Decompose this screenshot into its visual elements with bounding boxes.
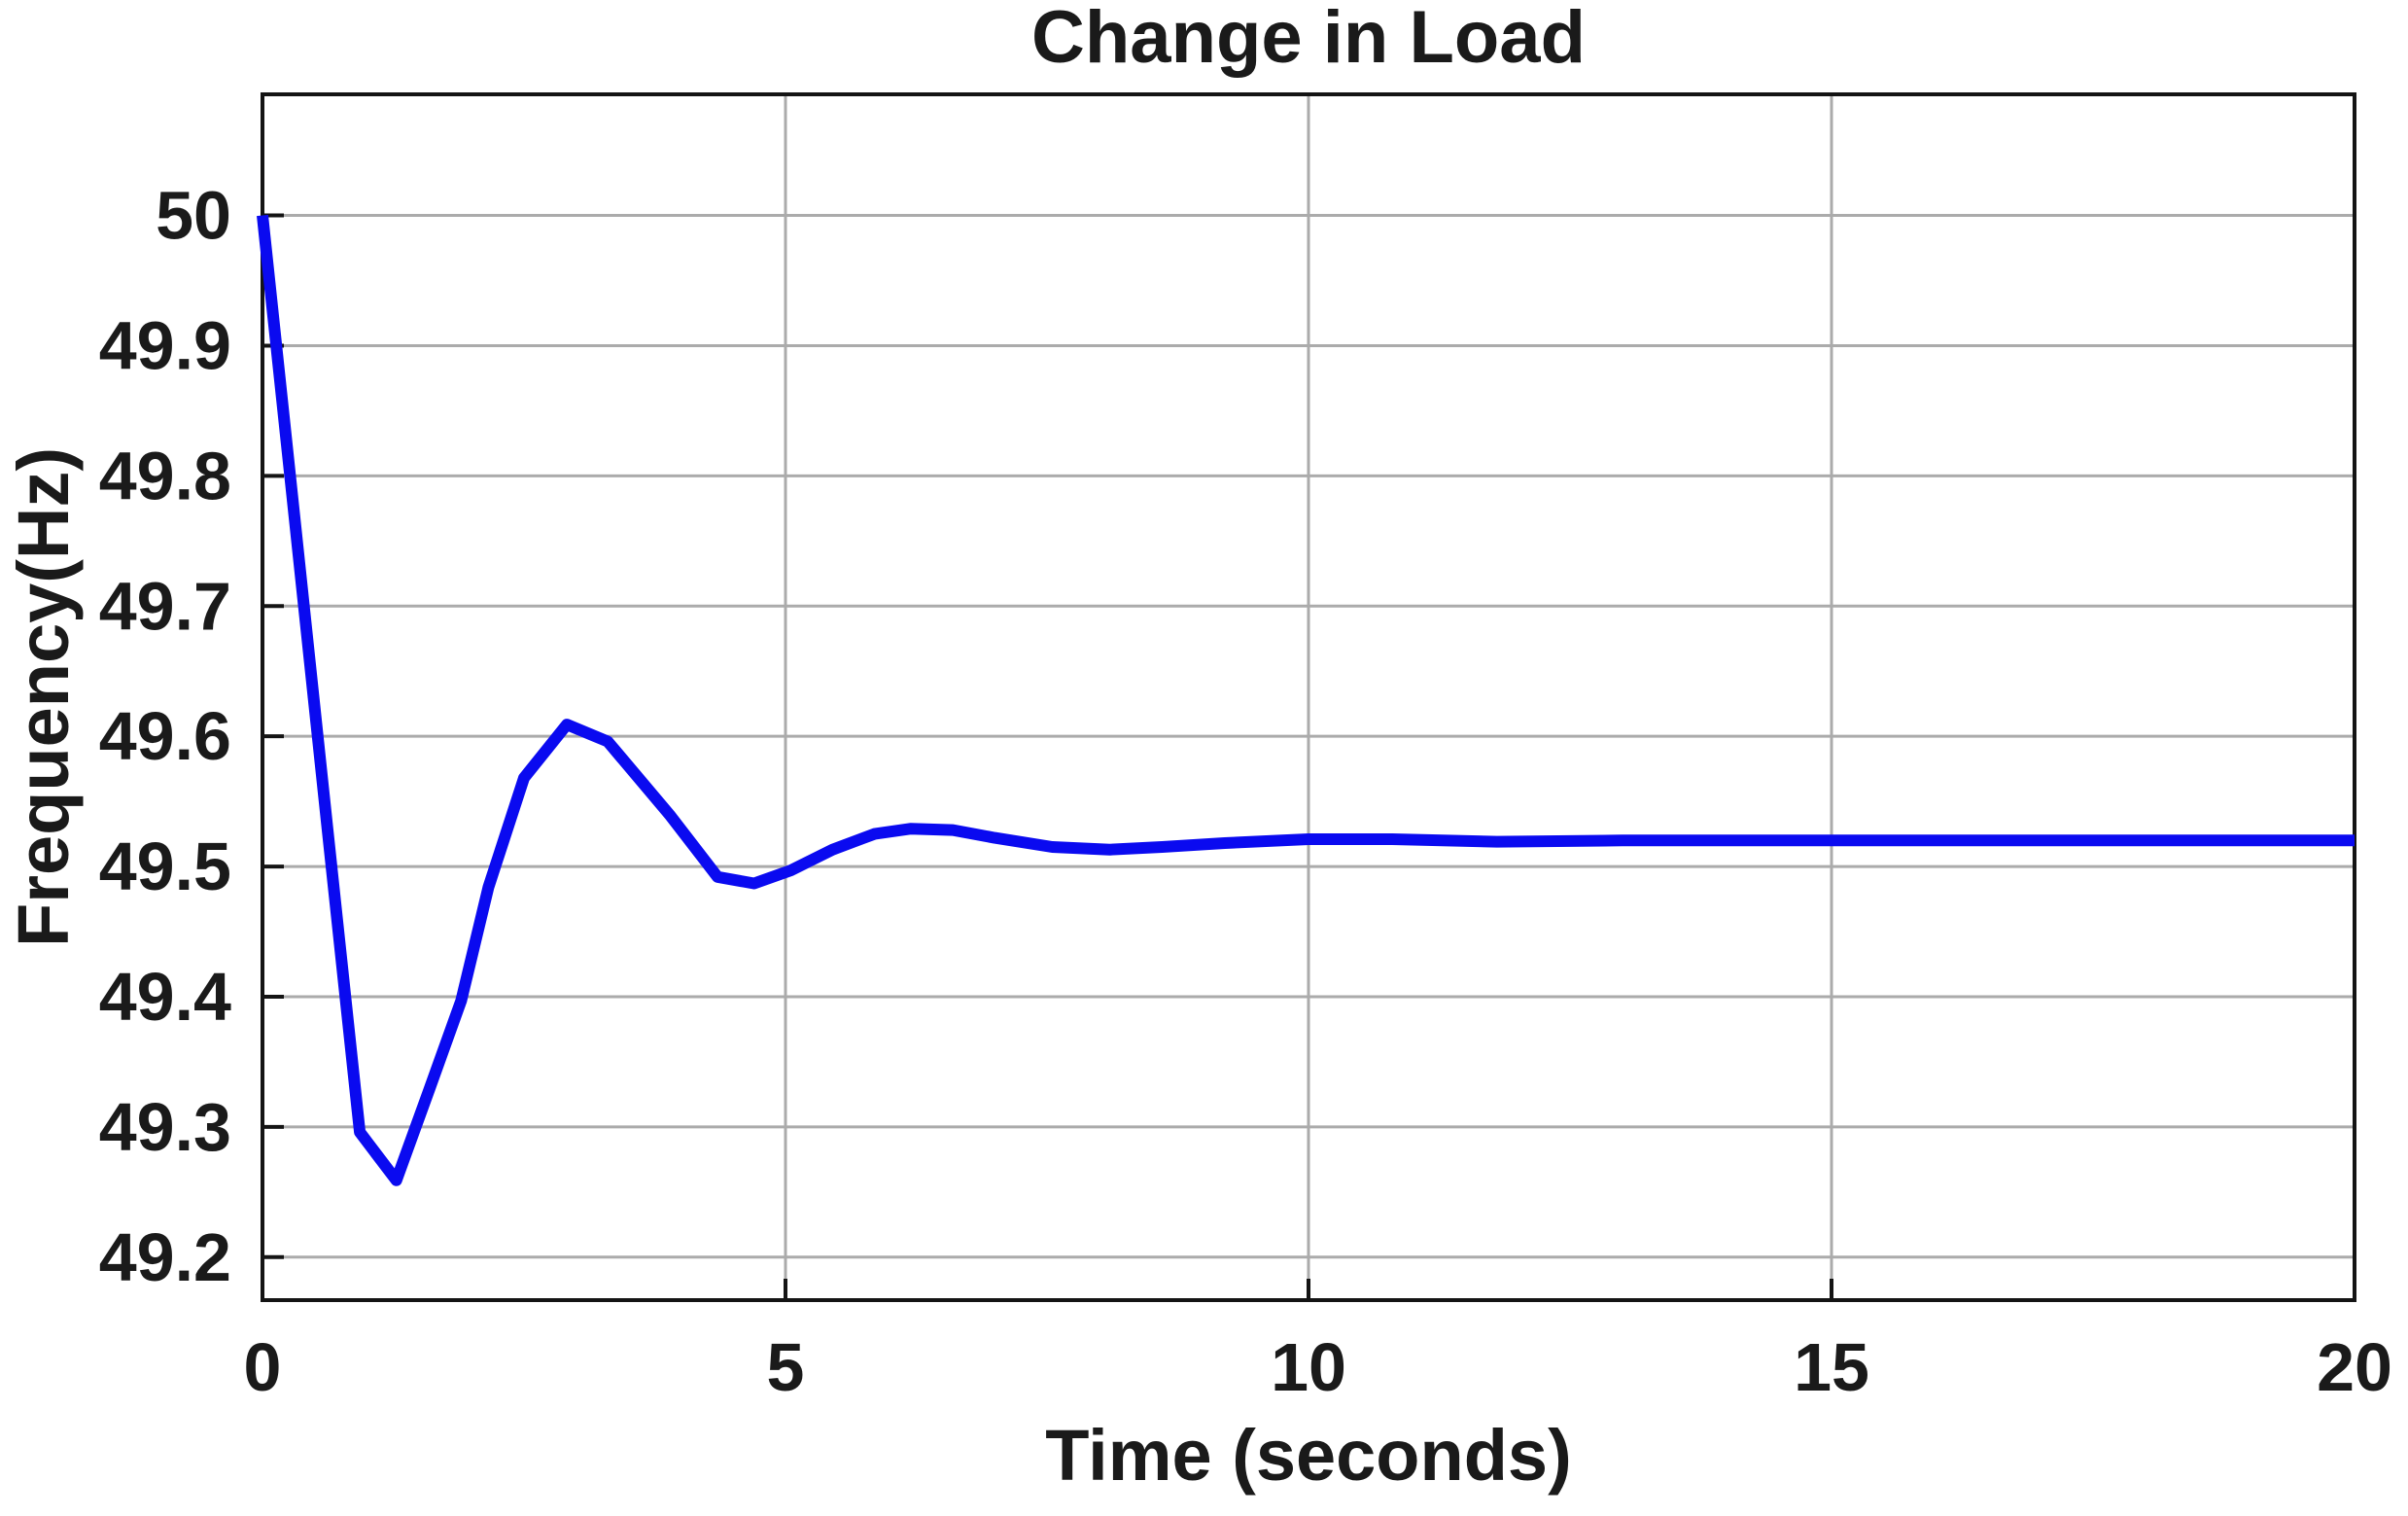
x-tick-label: 15 — [1794, 1329, 1869, 1405]
y-tick-label: 49.2 — [99, 1219, 231, 1295]
x-tick-label: 5 — [767, 1329, 805, 1405]
y-tick-label: 49.4 — [99, 959, 231, 1035]
y-axis-label: Frequency(Hz) — [3, 447, 84, 947]
y-tick-label: 49.8 — [99, 438, 231, 513]
y-tick-label: 49.7 — [99, 568, 231, 644]
plot-border — [261, 92, 2356, 1302]
tick-labels: 49.2 49.3 49.4 49.5 49.6 49.7 49.8 49.9 50 0 5 10 15… — [99, 178, 2392, 1405]
y-tick-label: 49.5 — [99, 829, 231, 904]
frequency-line — [257, 214, 2355, 1186]
x-tick-label: 10 — [1271, 1329, 1346, 1405]
y-tick-label: 49.3 — [99, 1089, 231, 1165]
x-axis-label: Time (seconds) — [1045, 1415, 1571, 1496]
y-tick-label: 49.6 — [99, 698, 231, 774]
series-lines — [257, 214, 2355, 1186]
axes-box — [261, 92, 2356, 1302]
x-tick-label: 0 — [244, 1329, 282, 1405]
x-tick-label: 20 — [2317, 1329, 2392, 1405]
chart-title: Change in Load — [1031, 0, 1586, 79]
y-tick-label: 49.9 — [99, 307, 231, 383]
y-tick-label: 50 — [156, 178, 231, 254]
grid-lines — [262, 94, 2355, 1300]
